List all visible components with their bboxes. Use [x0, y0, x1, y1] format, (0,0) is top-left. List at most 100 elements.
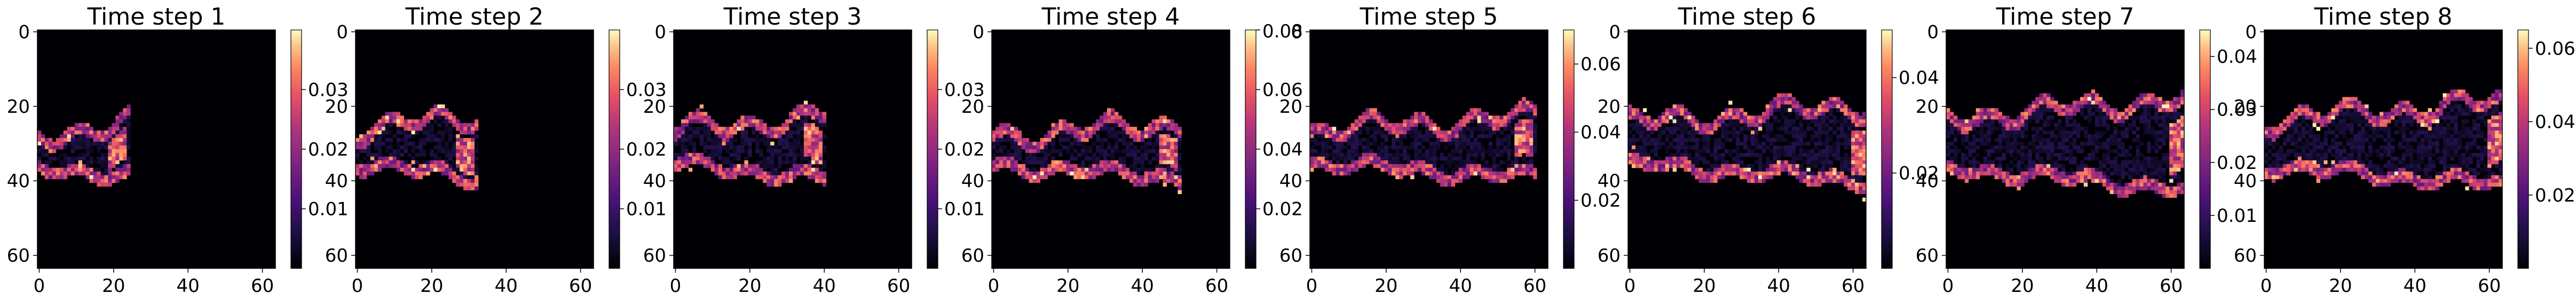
heatmap-cell — [1159, 145, 1163, 150]
heatmap-cell — [1499, 167, 1504, 172]
heatmap-cell — [1455, 142, 1459, 146]
heatmap-cell — [1972, 175, 1977, 180]
heatmap-cell — [2076, 104, 2081, 109]
heatmap-cell — [752, 123, 756, 127]
heatmap-cell — [1953, 152, 1958, 157]
heatmap-cell — [463, 123, 468, 127]
heatmap-cell — [1957, 130, 1962, 135]
heatmap-cell — [992, 145, 996, 150]
heatmap-cell — [475, 123, 479, 127]
heatmap-cell — [385, 119, 390, 124]
heatmap-cell — [123, 115, 127, 120]
heatmap-cell — [426, 127, 430, 131]
heatmap-cell — [1492, 152, 1496, 157]
heatmap-cell — [1507, 145, 1511, 150]
heatmap-cell — [1799, 119, 1803, 124]
heatmap-cell — [2061, 127, 2066, 131]
heatmap-cell — [70, 130, 75, 135]
heatmap-cell — [112, 175, 116, 180]
heatmap-cell — [2091, 112, 2096, 116]
heatmap-cell — [1818, 160, 1822, 165]
heatmap-cell — [1514, 149, 1519, 153]
heatmap-cell — [437, 115, 441, 120]
heatmap-cell — [2054, 152, 2058, 157]
heatmap-cell — [2173, 156, 2177, 161]
heatmap-cell — [2102, 130, 2107, 135]
heatmap-cell — [1114, 130, 1119, 135]
heatmap-cell — [1100, 152, 1104, 157]
heatmap-cell — [381, 134, 386, 138]
heatmap-cell — [2162, 115, 2166, 120]
heatmap-cell — [1365, 138, 1370, 142]
heatmap-cell — [1765, 164, 1770, 168]
heatmap-cell — [1085, 156, 1089, 161]
y-tick-label: 0 — [336, 21, 348, 43]
heatmap-cell — [2095, 119, 2099, 124]
heatmap-cell — [1373, 115, 1377, 120]
heatmap-cell — [1406, 152, 1411, 157]
heatmap-cell — [1488, 142, 1492, 146]
heatmap-cell — [1710, 179, 1714, 183]
heatmap-cell — [1021, 164, 1026, 168]
heatmap-cell — [2154, 182, 2159, 187]
heatmap-cell — [1628, 130, 1632, 135]
heatmap-cell — [1096, 138, 1100, 142]
heatmap-cell — [1736, 152, 1740, 157]
heatmap-cell — [1691, 134, 1695, 138]
heatmap-cell — [1847, 145, 1852, 150]
heatmap-cell — [1628, 112, 1632, 116]
heatmap-cell — [2143, 115, 2147, 120]
heatmap-cell — [422, 171, 426, 176]
heatmap-cell — [1321, 123, 1325, 127]
heatmap-cell — [1780, 108, 1785, 112]
heatmap-cell — [1825, 171, 1829, 176]
heatmap-cell — [1784, 164, 1789, 168]
heatmap-cell — [1680, 115, 1684, 120]
heatmap-cell — [1717, 123, 1721, 127]
heatmap-cell — [100, 179, 105, 183]
heatmap-cell — [1310, 149, 1314, 153]
heatmap-cell — [1343, 152, 1348, 157]
heatmap-cell — [1773, 171, 1777, 176]
heatmap-cell — [1529, 156, 1534, 161]
heatmap-cell — [2147, 93, 2151, 97]
heatmap-cell — [1702, 156, 1706, 161]
heatmap-cell — [1148, 171, 1152, 176]
heatmap-cell — [1747, 115, 1751, 120]
heatmap-cell — [811, 145, 816, 150]
heatmap-cell — [1058, 119, 1063, 124]
heatmap-cell — [119, 145, 123, 150]
heatmap-cell — [811, 160, 816, 165]
heatmap-cell — [778, 175, 782, 180]
heatmap-cell — [63, 142, 68, 146]
heatmap-cell — [1481, 115, 1485, 120]
heatmap-cell — [1680, 145, 1684, 150]
heatmap-cell — [1758, 142, 1763, 146]
heatmap-cell — [1736, 160, 1740, 165]
heatmap-cell — [722, 127, 726, 131]
heatmap-cell — [1691, 123, 1695, 127]
heatmap-cell — [2061, 142, 2066, 146]
heatmap-cell — [377, 130, 382, 135]
heatmap-cell — [2169, 127, 2174, 131]
heatmap-cell — [1170, 171, 1174, 176]
heatmap-cell — [1953, 127, 1958, 131]
heatmap-cell — [803, 138, 808, 142]
heatmap-cell — [740, 130, 745, 135]
heatmap-cell — [404, 160, 408, 165]
heatmap-cell — [1159, 130, 1163, 135]
heatmap-cell — [1836, 145, 1840, 150]
heatmap-cell — [1514, 123, 1519, 127]
heatmap-cell — [1310, 164, 1314, 168]
heatmap-cell — [362, 156, 367, 161]
heatmap-cell — [1051, 160, 1055, 165]
heatmap-cell — [2139, 119, 2144, 124]
heatmap-cell — [1159, 115, 1163, 120]
heatmap-cell — [2139, 186, 2144, 191]
heatmap-cell — [422, 142, 426, 146]
heatmap-cell — [1740, 175, 1744, 180]
heatmap-cell — [1829, 175, 1833, 180]
heatmap-cell — [1818, 152, 1822, 157]
x-tick-label: 60 — [251, 275, 274, 297]
heatmap-cell — [1639, 115, 1643, 120]
